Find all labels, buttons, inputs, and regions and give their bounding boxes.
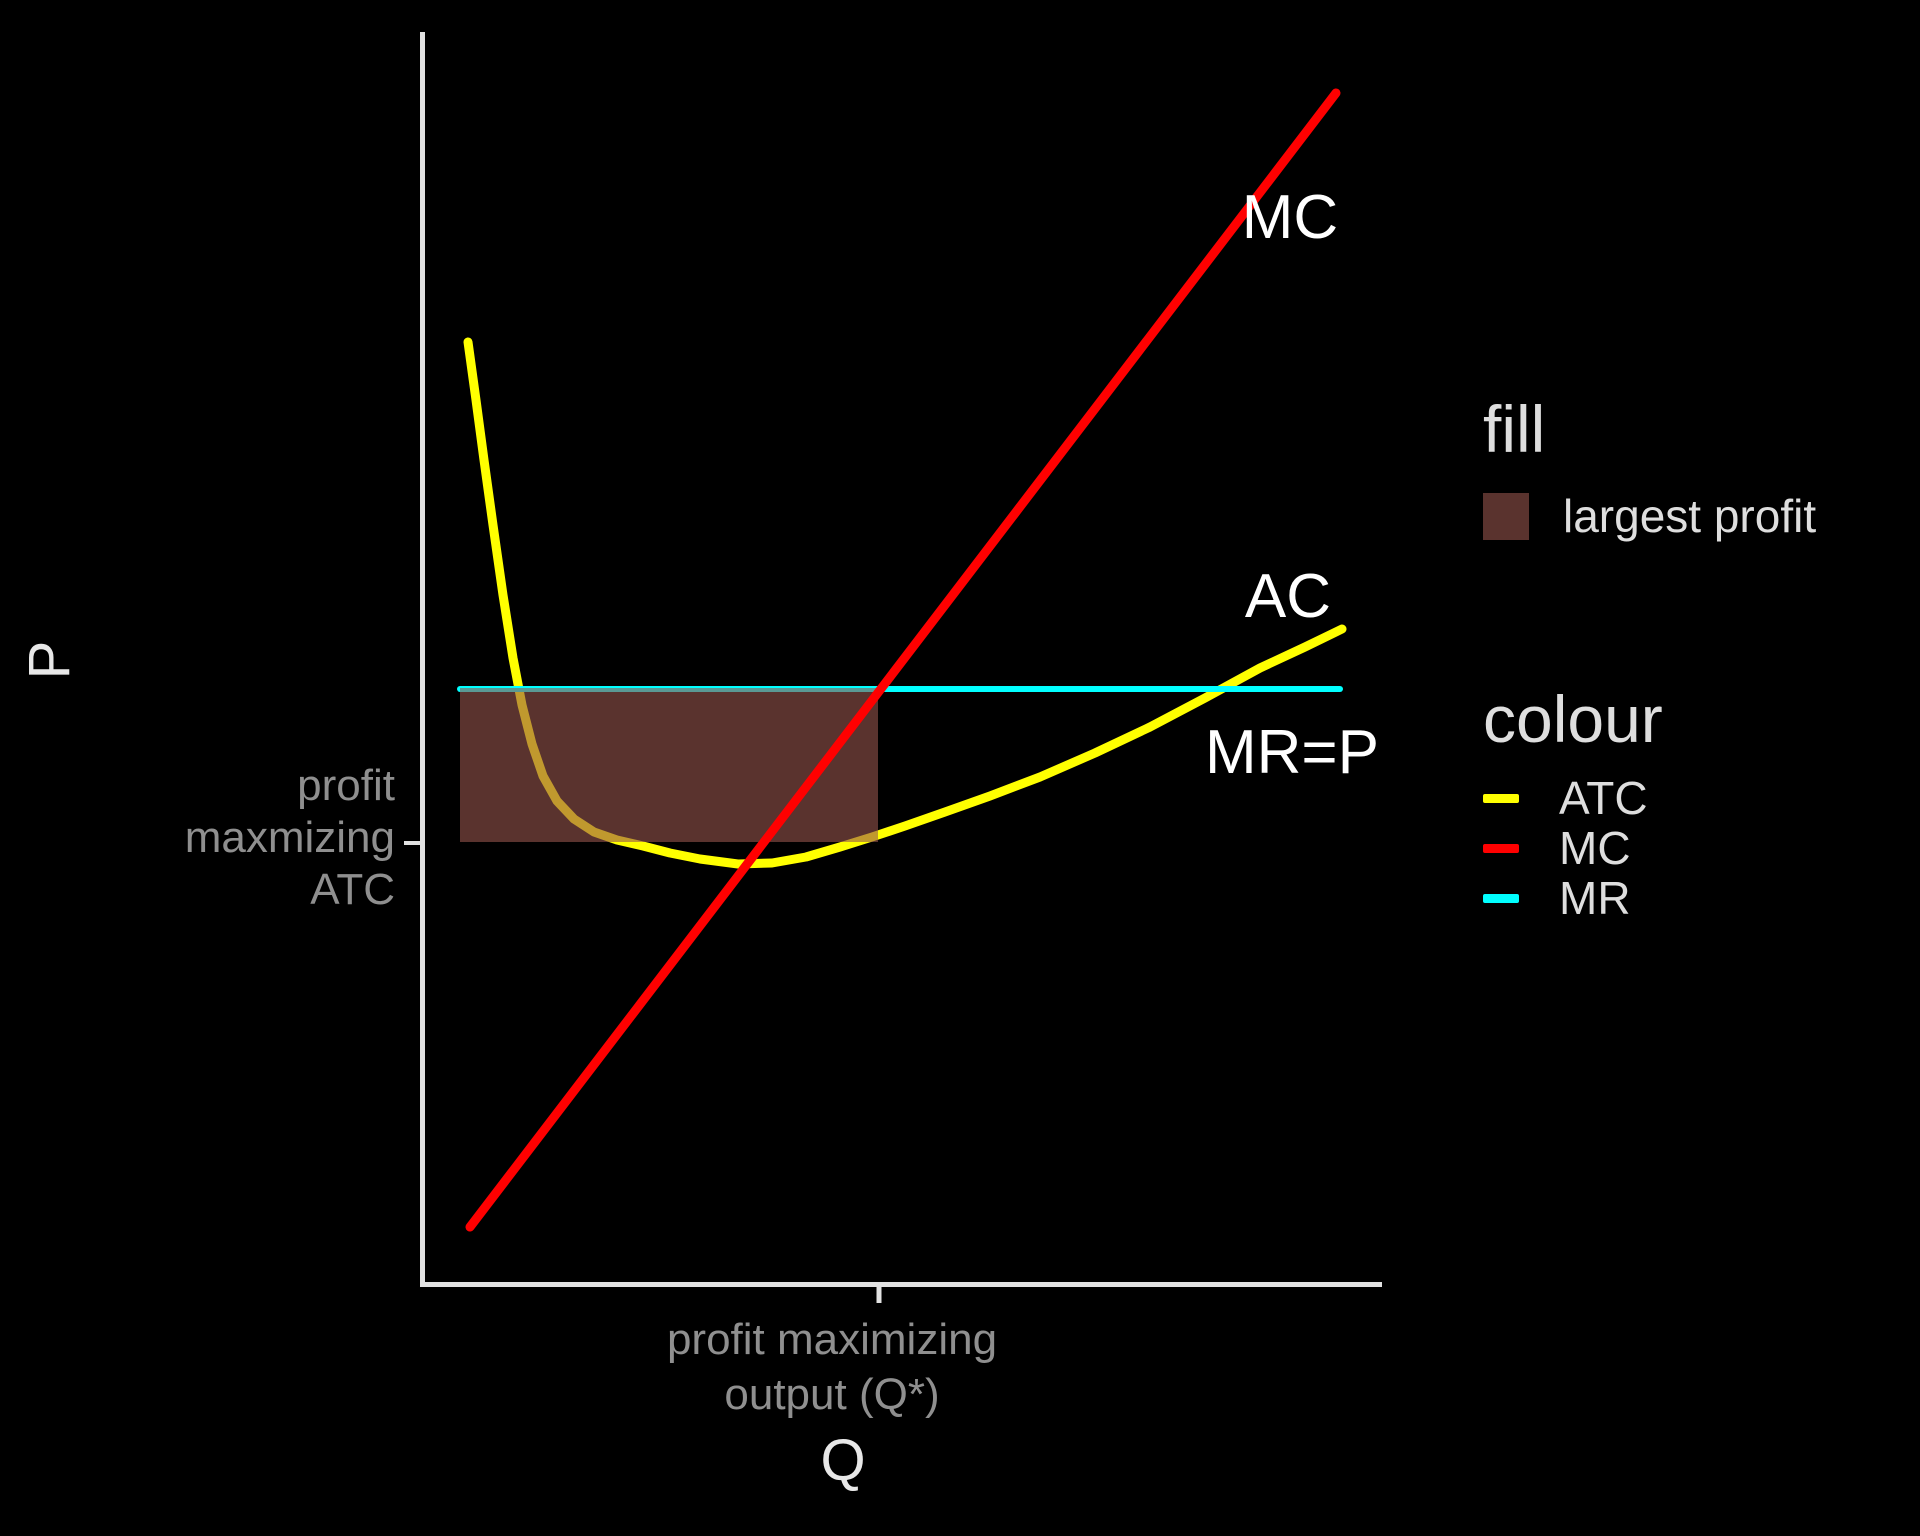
largest-profit-swatch-icon (1483, 492, 1529, 540)
mr-line-swatch-icon (1483, 893, 1519, 903)
legend-item-atc-label: ATC (1559, 772, 1648, 824)
mr-curve-label: MR=P (1205, 718, 1379, 787)
legend-item-mc-label: MC (1559, 822, 1631, 874)
x-axis-title: Q (820, 1428, 866, 1493)
legend-fill-item-label: largest profit (1563, 490, 1817, 542)
y-tick-line-1: profit (297, 761, 395, 810)
legend-item-mr: MR (1483, 873, 1648, 923)
legend: fill largest profit colour ATC MC MR (1483, 0, 1920, 1536)
legend-item-mc: MC (1483, 823, 1648, 873)
atc-line-swatch-icon (1483, 793, 1519, 803)
x-tick-line-2: output (Q*) (724, 1370, 940, 1419)
x-tick-line-1: profit maximizing (666, 1315, 998, 1364)
mc-line-swatch-icon (1483, 843, 1519, 853)
legend-colour-title: colour (1483, 682, 1663, 756)
y-tick-label: profit maxmizing ATC (105, 760, 395, 916)
legend-colour-items: ATC MC MR (1483, 773, 1648, 923)
x-tick-label: profit maximizing output (Q*) (532, 1312, 1132, 1422)
y-tick-line-2: maxmizing (184, 813, 395, 862)
mc-curve-label: MC (1241, 183, 1339, 252)
legend-item-atc: ATC (1483, 773, 1648, 823)
y-axis-title: P (17, 640, 82, 680)
legend-fill-item: largest profit (1483, 490, 1816, 542)
ac-curve-label: AC (1244, 562, 1332, 631)
y-tick-line-3: ATC (310, 865, 395, 914)
legend-fill-title: fill (1483, 392, 1546, 466)
legend-item-mr-label: MR (1559, 872, 1631, 924)
